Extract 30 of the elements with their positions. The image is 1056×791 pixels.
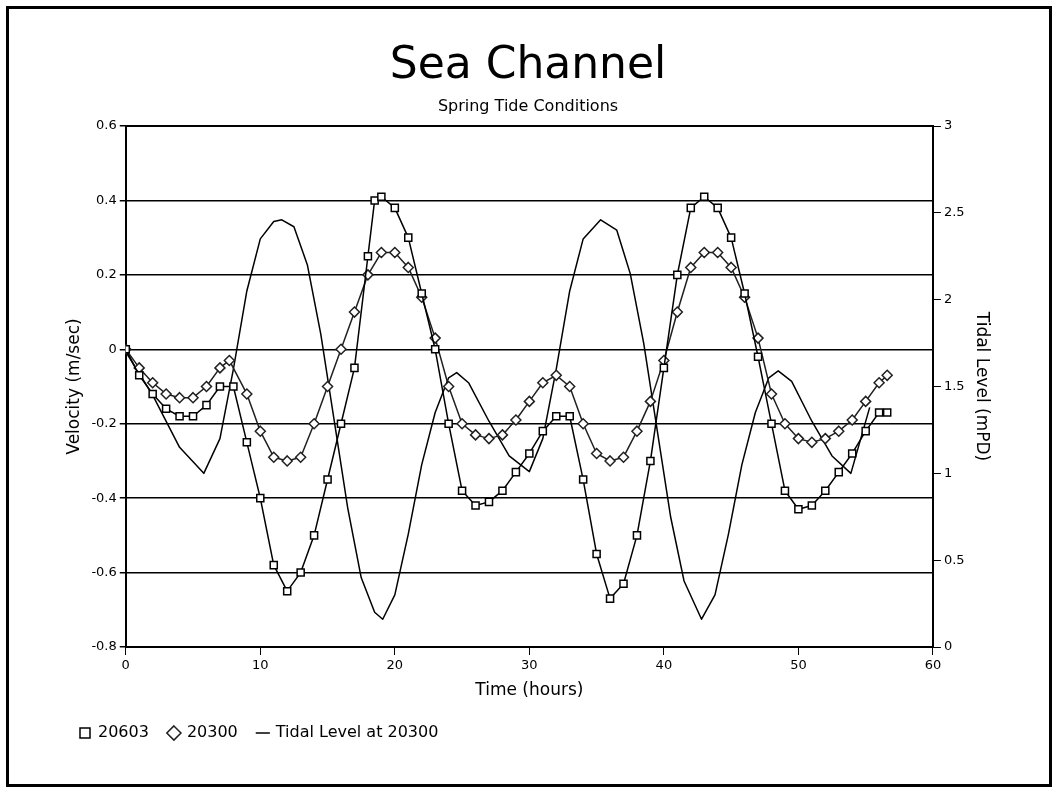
x-tick-label: 50 <box>790 657 807 673</box>
y-tick-label: -0.6 <box>91 563 117 579</box>
y-tick-label: 0.6 <box>96 117 117 133</box>
y2-tick-label: 3 <box>943 117 953 133</box>
y-tick-label: 0 <box>108 340 117 356</box>
legend-label: 20603 <box>98 722 149 742</box>
x-tick-label: 20 <box>386 657 404 673</box>
y-tick-label: 0.4 <box>96 191 117 207</box>
y-tick-label: -0.2 <box>91 415 117 431</box>
legend-label: Tidal Level at 20300 <box>274 722 439 742</box>
y2-tick-label: 0.5 <box>943 551 965 567</box>
x-tick-label: 10 <box>252 657 269 673</box>
y2-tick-label: 1 <box>943 464 953 480</box>
legend-label: 20300 <box>186 722 238 742</box>
y2-axis-title: Tidal Level (mPD) <box>973 310 994 462</box>
x-tick-label: 60 <box>924 657 942 673</box>
y2-tick-label: 1.5 <box>943 377 965 393</box>
x-axis-title: Time (hours) <box>474 679 584 700</box>
y-tick-label: -0.8 <box>91 638 117 654</box>
x-tick-label: 0 <box>121 657 130 673</box>
y2-tick-label: 2.5 <box>943 204 965 220</box>
y-axis-title: Velocity (m/sec) <box>62 318 83 455</box>
chart-subtitle: Spring Tide Conditions <box>437 95 619 115</box>
y2-tick-label: 0 <box>943 638 953 654</box>
x-tick-label: 30 <box>521 657 538 673</box>
y-tick-label: 0.2 <box>96 266 117 282</box>
x-tick-label: 40 <box>655 657 673 673</box>
y-tick-label: -0.4 <box>91 489 117 505</box>
y2-tick-label: 2 <box>943 291 953 307</box>
chart-title: Sea Channel <box>389 36 667 88</box>
